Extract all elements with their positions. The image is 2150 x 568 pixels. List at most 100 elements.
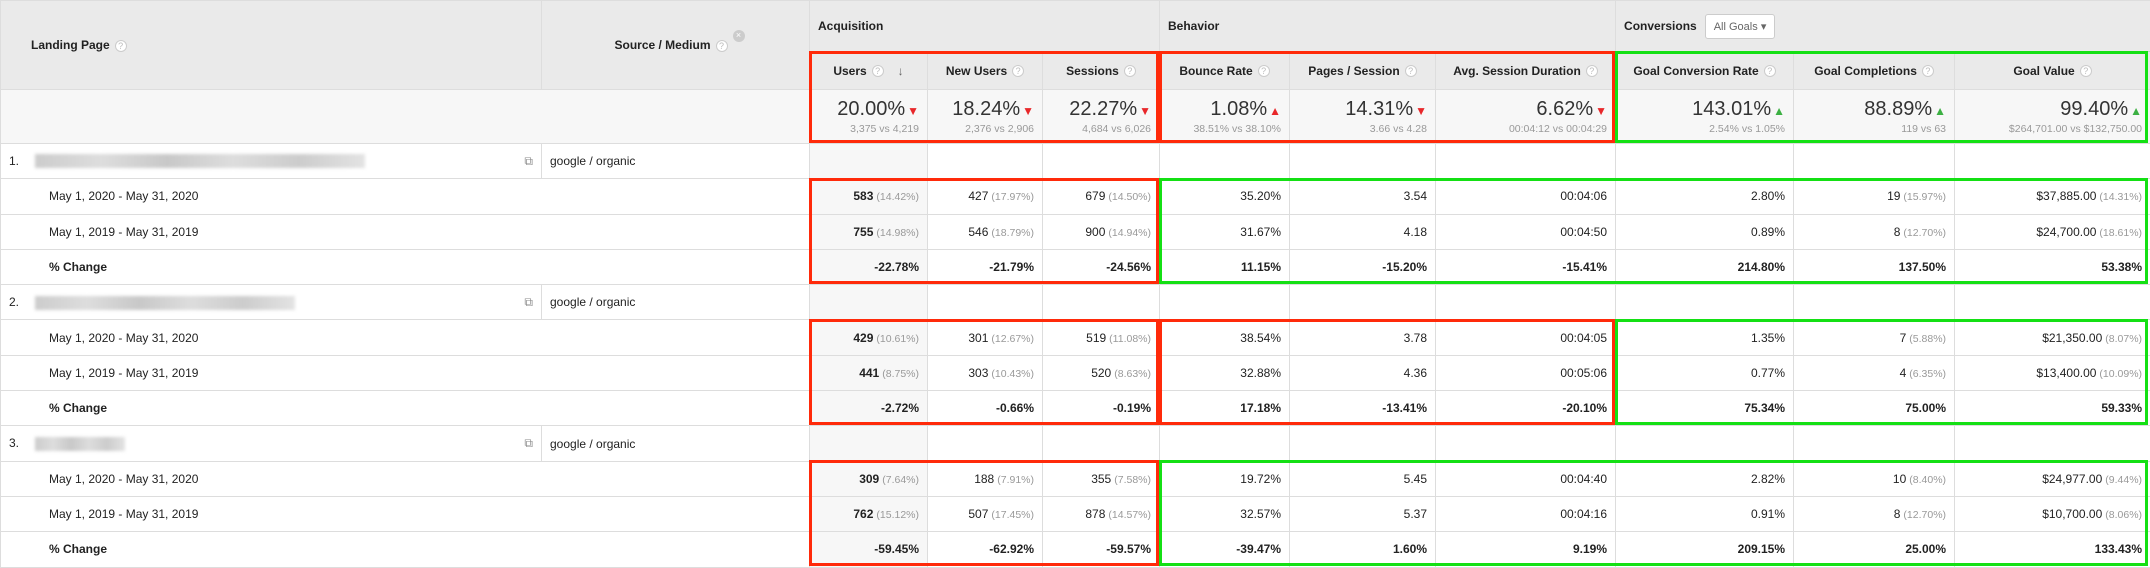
cell-pages-session: 3.78 xyxy=(1290,320,1436,355)
landing-page-cell[interactable]: 2.⧉ xyxy=(1,285,542,320)
period-label: May 1, 2020 - May 31, 2020 xyxy=(1,320,810,355)
column-label: New Users xyxy=(946,64,1007,78)
row-index: 1. xyxy=(9,154,19,168)
cell-goal-conversion-rate: 0.89% xyxy=(1616,214,1794,249)
external-link-icon[interactable]: ⧉ xyxy=(524,436,533,451)
cell-value: 38.54% xyxy=(1240,331,1281,345)
cell-value: $37,885.00 xyxy=(2036,189,2096,203)
column-header-goal-conversion-rate[interactable]: Goal Conversion Rate? xyxy=(1616,52,1794,90)
summary-comparison: 2.54% vs 1.05% xyxy=(1616,123,1785,135)
empty-cell xyxy=(928,144,1043,179)
landing-page-row[interactable]: 2.⧉google / organic xyxy=(1,285,2150,320)
help-icon[interactable]: ? xyxy=(1586,65,1598,77)
period-label: May 1, 2019 - May 31, 2019 xyxy=(1,496,810,531)
help-icon[interactable]: ? xyxy=(1124,65,1136,77)
cell-value: -0.19% xyxy=(1113,401,1151,415)
summary-new-users: 18.24%▼2,376 vs 2,906 xyxy=(928,90,1043,144)
blurred-landing-page-url xyxy=(35,154,365,168)
summary-comparison: 3,375 vs 4,219 xyxy=(810,123,919,135)
column-header-goal-completions[interactable]: Goal Completions? xyxy=(1794,52,1955,90)
help-icon[interactable]: ? xyxy=(115,40,127,52)
cell-bounce-rate: 31.67% xyxy=(1160,214,1290,249)
cell-value: 429 xyxy=(853,331,873,345)
cell-percent: (8.75%) xyxy=(882,368,919,380)
help-icon[interactable]: ? xyxy=(1258,65,1270,77)
column-header-bounce-rate[interactable]: Bounce Rate? xyxy=(1160,52,1290,90)
column-header-avg-session-duration[interactable]: Avg. Session Duration? xyxy=(1436,52,1616,90)
column-header-new-users[interactable]: New Users? xyxy=(928,52,1043,90)
period-label: % Change xyxy=(1,391,810,426)
column-header-goal-value[interactable]: Goal Value? xyxy=(1955,52,2150,90)
column-header-users[interactable]: Users?↓ xyxy=(810,52,928,90)
cell-value: -13.41% xyxy=(1382,401,1427,415)
landing-page-cell[interactable]: 1. ⧉ xyxy=(1,144,542,179)
cell-value: 355 xyxy=(1091,472,1111,486)
goal-select[interactable]: All Goals ▾ xyxy=(1705,14,1776,39)
arrow-up-icon: ▲ xyxy=(1269,104,1281,118)
help-icon[interactable]: ? xyxy=(1922,65,1934,77)
cell-bounce-rate: 19.72% xyxy=(1160,461,1290,496)
cell-value: 519 xyxy=(1086,331,1106,345)
help-icon[interactable]: ? xyxy=(1764,65,1776,77)
cell-goal-value: $13,400.00(10.09%) xyxy=(1955,355,2150,390)
landing-page-header[interactable]: Landing Page? xyxy=(1,1,542,90)
cell-percent: (7.58%) xyxy=(1114,474,1151,486)
cell-value: 546 xyxy=(968,225,988,239)
cell-bounce-rate: 32.88% xyxy=(1160,355,1290,390)
arrow-down-icon: ▼ xyxy=(907,104,919,118)
cell-new-users: 427(17.97%) xyxy=(928,179,1043,214)
column-label: Goal Value xyxy=(2013,64,2074,78)
cell-value: 8 xyxy=(1894,225,1901,239)
cell-sessions: 878(14.57%) xyxy=(1043,496,1160,531)
summary-comparison: 00:04:12 vs 00:04:29 xyxy=(1436,123,1607,135)
empty-cell xyxy=(1436,285,1616,320)
remove-dimension-icon[interactable]: × xyxy=(733,30,745,42)
cell-value: 762 xyxy=(853,507,873,521)
arrow-up-icon: ▲ xyxy=(1773,104,1785,118)
help-icon[interactable]: ? xyxy=(1012,65,1024,77)
cell-value: $24,977.00 xyxy=(2042,472,2102,486)
cell-goal-value: 53.38% xyxy=(1955,249,2150,284)
cell-value: $13,400.00 xyxy=(2036,366,2096,380)
column-label: Bounce Rate xyxy=(1179,64,1252,78)
sort-arrow-icon[interactable]: ↓ xyxy=(898,64,904,78)
landing-page-row[interactable]: 1.⧉google / organic xyxy=(1,144,2150,179)
cell-value: 00:04:06 xyxy=(1560,189,1607,203)
column-header-sessions[interactable]: Sessions? xyxy=(1043,52,1160,90)
help-icon[interactable]: ? xyxy=(2080,65,2092,77)
cell-value: 4.36 xyxy=(1404,366,1427,380)
help-icon[interactable]: ? xyxy=(716,40,728,52)
column-label: Avg. Session Duration xyxy=(1453,64,1581,78)
cell-avg-session-duration: 9.19% xyxy=(1436,532,1616,567)
landing-page-cell[interactable]: 3.⧉ xyxy=(1,426,542,461)
cell-value: 441 xyxy=(859,366,879,380)
cell-value: -39.47% xyxy=(1236,542,1281,556)
cell-percent: (17.97%) xyxy=(991,191,1034,203)
help-icon[interactable]: ? xyxy=(1405,65,1417,77)
summary-goal-completions: 88.89%▲119 vs 63 xyxy=(1794,90,1955,144)
cell-sessions: 355(7.58%) xyxy=(1043,461,1160,496)
cell-goal-completions: 137.50% xyxy=(1794,249,1955,284)
landing-page-row[interactable]: 3.⧉google / organic xyxy=(1,426,2150,461)
cell-percent: (8.06%) xyxy=(2105,509,2142,521)
column-header-pages-session[interactable]: Pages / Session? xyxy=(1290,52,1436,90)
cell-bounce-rate: -39.47% xyxy=(1160,532,1290,567)
summary-value: 18.24% xyxy=(952,98,1020,120)
cell-percent: (18.79%) xyxy=(991,227,1034,239)
cell-value: 137.50% xyxy=(1899,260,1946,274)
empty-cell xyxy=(1043,285,1160,320)
help-icon[interactable]: ? xyxy=(872,65,884,77)
summary-sessions: 22.27%▼4,684 vs 6,026 xyxy=(1043,90,1160,144)
empty-cell xyxy=(810,426,928,461)
cell-value: 9.19% xyxy=(1573,542,1607,556)
external-link-icon[interactable]: ⧉ xyxy=(524,154,533,169)
cell-value: 10 xyxy=(1893,472,1906,486)
source-medium-header[interactable]: Source / Medium?× xyxy=(542,1,810,90)
cell-value: -22.78% xyxy=(874,260,919,274)
cell-new-users: -0.66% xyxy=(928,391,1043,426)
external-link-icon[interactable]: ⧉ xyxy=(524,295,533,310)
cell-value: 309 xyxy=(859,472,879,486)
cell-percent: (5.88%) xyxy=(1909,333,1946,345)
